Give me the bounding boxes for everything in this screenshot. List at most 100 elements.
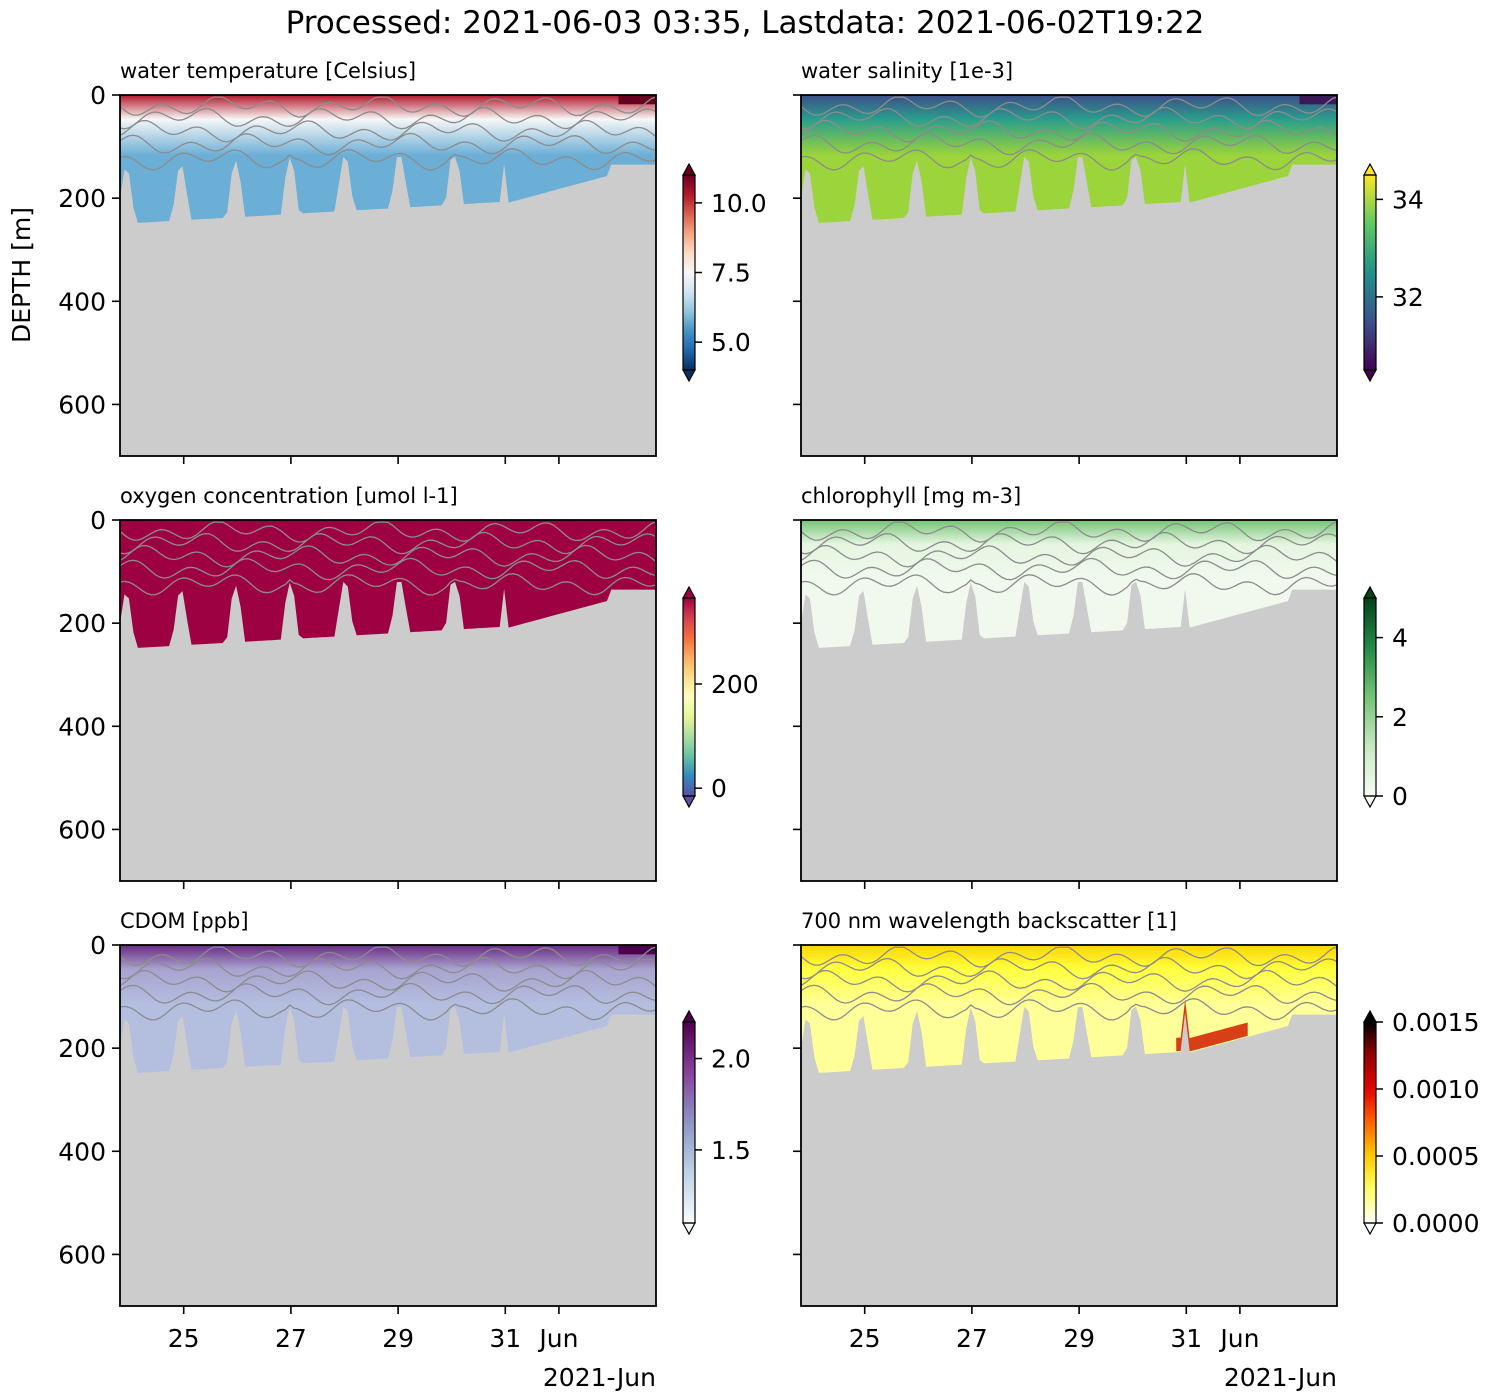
axes-frame-chlorophyll (800, 519, 1338, 882)
isopycnal-contour-backscatter (801, 969, 1337, 993)
water-column-salinity (801, 95, 1337, 223)
colorbar-tick-label-salinity: 34 (1392, 185, 1424, 214)
panel-title-cdom: CDOM [ppb] (120, 909, 249, 933)
y-tick-label-temp: 0 (90, 81, 106, 110)
water-column-oxygen (120, 520, 656, 648)
panel-title-backscatter: 700 nm wavelength backscatter [1] (801, 909, 1177, 933)
panels-group: water temperature [Celsius]020040060010.… (58, 59, 1479, 1353)
isopycnal-contour-oxygen (120, 531, 656, 555)
isopycnal-contour-oxygen (120, 521, 656, 543)
axes-frame-oxygen (119, 519, 657, 882)
x-tick-label-backscatter: Jun (1218, 1324, 1259, 1353)
y-tick-label-oxygen: 400 (58, 712, 106, 741)
isopycnal-contour-backscatter (801, 982, 1337, 1006)
colorbar-tick-label-oxygen: 0 (711, 774, 727, 803)
isopycnal-contour-chlorophyll (801, 557, 1337, 581)
panel-backscatter: 700 nm wavelength backscatter [1] 25 27 29 3… (793, 909, 1479, 1353)
panel-temp: water temperature [Celsius] 0 200 400 600 10.… (58, 59, 767, 464)
water-column-chlorophyll (801, 520, 1337, 648)
x-tick-label-backscatter: 27 (956, 1324, 988, 1353)
isopycnal-contour-cdom (120, 946, 656, 968)
colorbar-tick-label-temp: 10.0 (711, 189, 767, 218)
panel-title-oxygen: oxygen concentration [umol l-1] (120, 484, 458, 508)
isopycnal-contour-salinity (801, 148, 1337, 171)
colorbar-tick-label-backscatter: 0.0005 (1392, 1142, 1479, 1171)
x-tick-label-cdom: Jun (537, 1324, 578, 1353)
isopycnal-contour-backscatter (801, 946, 1337, 968)
colorbar-backscatter: 0.0015 0.0010 0.0005 0.0000 (1362, 1008, 1479, 1238)
isopycnal-contour-oxygen (120, 557, 656, 581)
date-offset-label-right: 2021-Jun (1224, 1363, 1337, 1392)
water-column-temp (120, 95, 656, 223)
figure-suptitle: Processed: 2021-06-03 03:35, Lastdata: 2… (286, 5, 1205, 41)
panel-cdom: CDOM [ppb] 0 200 400 600 25 27 29 31 Jun 2.0 1.5 (58, 909, 750, 1353)
isopycnal-contour-backscatter (801, 956, 1337, 980)
colorbar-tick-label-cdom: 1.5 (711, 1136, 751, 1165)
isopycnal-contour-cdom (120, 982, 656, 1006)
panel-title-temp: water temperature [Celsius] (120, 59, 416, 83)
colorbar-tick-label-salinity: 32 (1392, 283, 1424, 312)
colorbar-tick-label-cdom: 2.0 (711, 1045, 751, 1074)
isopycnal-contour-cdom (120, 956, 656, 980)
water-column-cdom (120, 945, 656, 1073)
isopycnal-contour-temp (120, 148, 656, 171)
high-backscatter-patch (1176, 999, 1248, 1052)
isopycnal-contour-backscatter (801, 998, 1337, 1021)
y-tick-label-oxygen: 600 (58, 815, 106, 844)
x-tick-label-cdom: 29 (382, 1324, 414, 1353)
panel-salinity: water salinity [1e-3] 34 32 (793, 59, 1424, 464)
colorbar-tick-label-chlorophyll: 0 (1392, 782, 1408, 811)
panel-title-salinity: water salinity [1e-3] (801, 59, 1013, 83)
isopycnal-contour-oxygen (120, 573, 656, 596)
surface-patch-cdom (618, 945, 656, 955)
isopycnal-contour-cdom (120, 998, 656, 1021)
colorbar-cdom: 2.0 1.5 (681, 1009, 751, 1236)
colorbar-tick-label-chlorophyll: 4 (1392, 624, 1408, 653)
y-tick-label-temp: 600 (58, 390, 106, 419)
isopycnal-contour-chlorophyll (801, 544, 1337, 568)
colorbar-temp: 10.0 7.5 5.0 (681, 162, 767, 383)
colorbar-chlorophyll: 4 2 0 (1362, 585, 1408, 811)
colorbar-tick-label-temp: 5.0 (711, 328, 751, 357)
date-offset-label-left: 2021-Jun (543, 1363, 656, 1392)
colorbar-tick-label-oxygen: 200 (711, 670, 759, 699)
x-tick-label-cdom: 31 (489, 1324, 521, 1353)
x-tick-label-cdom: 25 (168, 1324, 200, 1353)
surface-patch-salinity (1299, 95, 1337, 105)
axes-frame-backscatter (800, 944, 1338, 1307)
isopycnal-contour-temp (120, 96, 656, 118)
isopycnal-contour-salinity (801, 106, 1337, 130)
axes-frame-temp (119, 94, 657, 457)
x-tick-label-cdom: 27 (275, 1324, 307, 1353)
axes-frame-cdom (119, 944, 657, 1307)
y-tick-label-cdom: 400 (58, 1137, 106, 1166)
y-tick-label-cdom: 0 (90, 931, 106, 960)
colorbar-tick-label-backscatter: 0.0000 (1392, 1209, 1479, 1238)
axes-frame-salinity (800, 94, 1338, 457)
y-tick-label-cdom: 200 (58, 1034, 106, 1063)
surface-patch-temp (618, 95, 656, 105)
x-tick-label-backscatter: 29 (1063, 1324, 1095, 1353)
colorbar-tick-label-chlorophyll: 2 (1392, 703, 1408, 732)
colorbar-tick-label-backscatter: 0.0010 (1392, 1075, 1479, 1104)
panel-chlorophyll: chlorophyll [mg m-3] 4 2 0 (793, 484, 1408, 889)
isopycnal-contour-cdom (120, 969, 656, 993)
panel-oxygen: oxygen concentration [umol l-1] 0 200 400 60… (58, 484, 759, 889)
y-tick-label-temp: 400 (58, 287, 106, 316)
isopycnal-contour-chlorophyll (801, 531, 1337, 555)
isopycnal-contour-salinity (801, 132, 1337, 156)
depth-axis-label: DEPTH [m] (7, 207, 36, 343)
y-tick-label-oxygen: 200 (58, 609, 106, 638)
colorbar-tick-label-temp: 7.5 (711, 259, 751, 288)
isopycnal-contour-temp (120, 106, 656, 130)
isopycnal-contour-temp (120, 119, 656, 143)
y-tick-label-oxygen: 0 (90, 506, 106, 535)
colorbar-salinity: 34 32 (1362, 162, 1424, 383)
isopycnal-contour-temp (120, 132, 656, 156)
x-tick-label-backscatter: 31 (1170, 1324, 1202, 1353)
isopycnal-contour-oxygen (120, 544, 656, 568)
y-tick-label-cdom: 600 (58, 1240, 106, 1269)
y-tick-label-temp: 200 (58, 184, 106, 213)
